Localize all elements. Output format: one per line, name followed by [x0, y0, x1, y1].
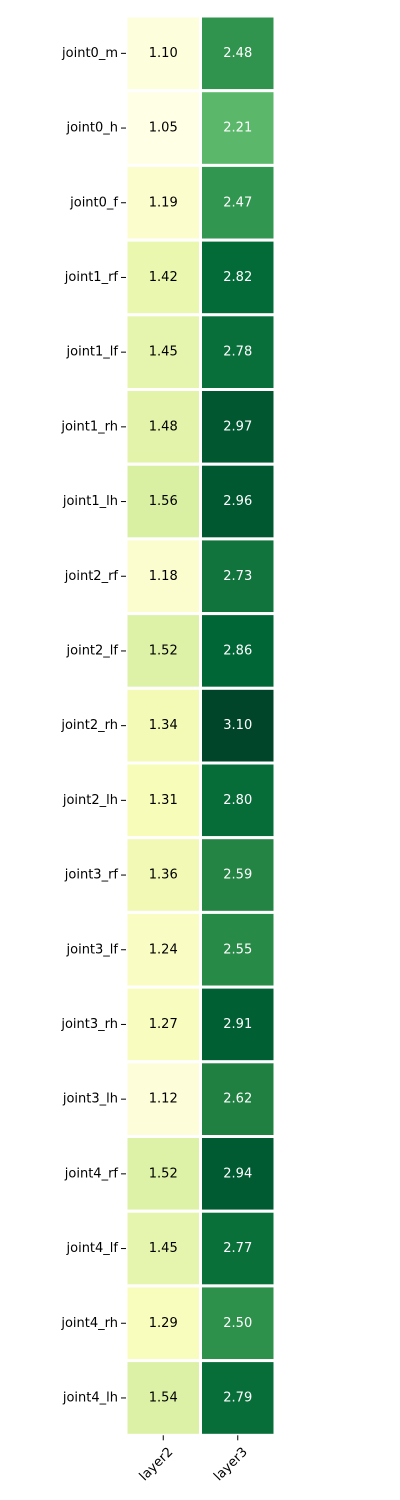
cell-value-label: 1.45 [149, 1241, 178, 1256]
cell-value-label: 1.24 [149, 942, 178, 957]
cell-value-label: 2.77 [223, 1241, 252, 1256]
column-label-layer2: layer2 [137, 1445, 177, 1485]
heatmap-cell-joint1_rh-layer3 [199, 388, 277, 466]
cell-value-label: 2.94 [223, 1166, 252, 1181]
cell-value-label: 2.73 [223, 569, 252, 584]
heatmap-cell-joint4_lh-layer2 [124, 1359, 202, 1437]
cell-value-label: 1.29 [149, 1316, 178, 1331]
heatmap-cell-joint1_rf-layer3 [199, 238, 277, 317]
heatmap-cell-joint0_h-layer3 [199, 89, 277, 167]
heatmap-cell-labels: 1.10 2.48 1.05 2.21 1.19 2.47 1.42 2.82 1.45 2.78… [149, 46, 252, 1406]
cell-value-label: 1.27 [149, 1017, 178, 1032]
heatmap-cell-joint4_lh-layer3 [199, 1359, 277, 1437]
cell-value-label: 1.18 [149, 569, 178, 584]
heatmap-cell-joint1_lh-layer3 [199, 462, 277, 541]
row-label-joint1_rf: joint1_rf [64, 270, 119, 285]
row-label-joint4_lf: joint4_lf [66, 1241, 119, 1256]
heatmap-cell-joint3_rf-layer2 [124, 836, 202, 914]
cell-value-label: 1.05 [149, 121, 178, 136]
row-label-joint3_lf: joint3_lf [66, 942, 119, 957]
row-label-joint1_lh: joint1_lh [62, 494, 118, 509]
cell-value-label: 2.62 [223, 1092, 252, 1107]
row-label-joint0_m: joint0_m [61, 46, 118, 61]
cell-value-label: 2.50 [223, 1316, 252, 1331]
column-labels: layer2 layer3 [137, 1435, 251, 1484]
row-label-joint2_rf: joint2_rf [64, 569, 119, 584]
row-label-joint4_rf: joint4_rf [64, 1166, 119, 1181]
row-label-joint2_lf: joint2_lf [66, 643, 119, 658]
cell-value-label: 2.55 [223, 942, 252, 957]
heatmap-cell-joint2_lf-layer3 [199, 612, 277, 690]
cell-value-label: 1.45 [149, 345, 178, 360]
heatmap-cell-joint3_rf-layer3 [199, 836, 277, 914]
row-label-joint1_rh: joint1_rh [60, 419, 118, 434]
row-label-joint2_lh: joint2_lh [62, 793, 118, 808]
cell-value-label: 2.82 [223, 270, 252, 285]
row-label-joint0_f: joint0_f [69, 195, 118, 210]
cell-value-label: 2.80 [223, 793, 252, 808]
heatmap-cell-joint2_rh-layer2 [124, 686, 202, 765]
row-label-joint2_rh: joint2_rh [60, 718, 118, 733]
heatmap-cell-joint3_lh-layer3 [199, 1060, 277, 1139]
cell-value-label: 1.31 [149, 793, 178, 808]
cell-value-label: 1.36 [149, 868, 178, 883]
cell-value-label: 2.59 [223, 868, 252, 883]
cell-value-label: 2.97 [223, 419, 252, 434]
cell-value-label: 3.10 [223, 718, 252, 733]
heatmap-cell-joint1_lf-layer3 [199, 313, 277, 391]
cell-value-label: 2.48 [223, 46, 252, 61]
cell-value-label: 2.91 [223, 1017, 252, 1032]
cell-value-label: 1.34 [149, 718, 178, 733]
cell-value-label: 1.19 [149, 195, 178, 210]
heatmap-cells [124, 14, 277, 1437]
row-label-joint4_lh: joint4_lh [62, 1390, 118, 1405]
heatmap-cell-joint0_f-layer3 [199, 163, 277, 242]
cell-value-label: 2.79 [223, 1390, 252, 1405]
heatmap-cell-joint4_rh-layer3 [199, 1284, 277, 1363]
cell-value-label: 1.42 [149, 270, 178, 285]
cell-value-label: 2.78 [223, 345, 252, 360]
cell-value-label: 2.86 [223, 643, 252, 658]
row-label-joint3_lh: joint3_lh [62, 1092, 118, 1107]
row-label-joint3_rh: joint3_rh [60, 1017, 118, 1032]
cell-value-label: 1.54 [149, 1390, 178, 1405]
cell-value-label: 1.10 [149, 46, 178, 61]
cell-value-label: 1.52 [149, 1166, 178, 1181]
cell-value-label: 2.21 [223, 121, 252, 136]
cell-value-label: 2.96 [223, 494, 252, 509]
cell-value-label: 2.47 [223, 195, 252, 210]
row-labels: joint0_m joint0_h joint0_f joint1_rf joint1_… [60, 46, 126, 1405]
row-label-joint1_lf: joint1_lf [66, 345, 119, 360]
heatmap-cell-joint2_lh-layer3 [199, 761, 277, 840]
heatmap-cell-joint3_lh-layer2 [124, 1060, 202, 1139]
row-label-joint3_rf: joint3_rf [64, 868, 119, 883]
cell-value-label: 1.12 [149, 1092, 178, 1107]
row-label-joint4_rh: joint4_rh [60, 1316, 118, 1331]
cell-value-label: 1.56 [149, 494, 178, 509]
column-label-layer3: layer3 [211, 1445, 251, 1485]
heatmap-cell-joint4_rf-layer2 [124, 1135, 202, 1213]
cell-value-label: 1.52 [149, 643, 178, 658]
cell-value-label: 1.48 [149, 419, 178, 434]
heatmap-cell-joint2_rf-layer3 [199, 537, 277, 616]
heatmap-cell-joint2_rh-layer3 [199, 686, 277, 765]
row-label-joint0_h: joint0_h [65, 121, 118, 136]
